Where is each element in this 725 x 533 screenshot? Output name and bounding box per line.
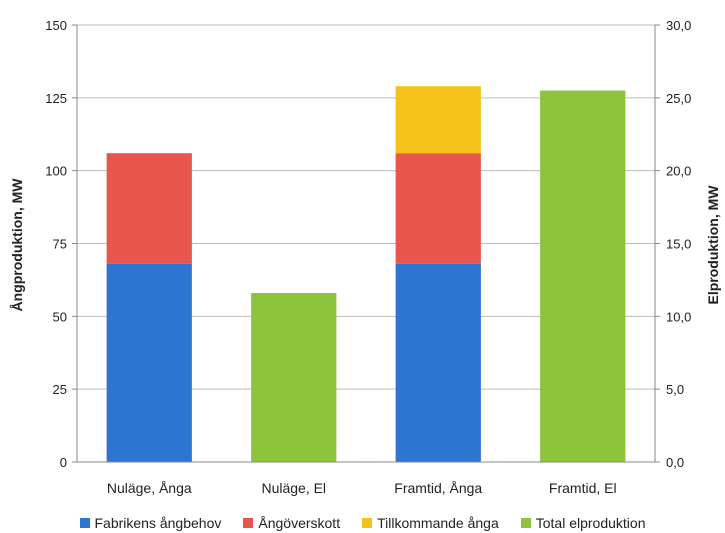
bar-segment [395, 153, 481, 264]
bar-segment [106, 153, 192, 264]
legend-item: Tillkommande ånga [362, 513, 499, 533]
bar-segment [395, 263, 481, 462]
right-tick-label: 30,0 [666, 18, 691, 33]
left-axis-title: Ångproduktion, MW [9, 178, 25, 312]
right-axis-title: Elproduktion, MW [705, 185, 721, 305]
legend-swatch [243, 518, 254, 528]
legend-label: Total elproduktion [535, 515, 646, 531]
left-tick-label: 125 [45, 91, 67, 106]
legend: Fabrikens ångbehov Ångöverskott Tillkomman… [0, 513, 725, 533]
legend-item: Ångöverskott [243, 513, 340, 533]
left-tick-label: 150 [45, 18, 67, 33]
left-tick-label: 0 [60, 455, 67, 470]
legend-label: Fabrikens ångbehov [94, 515, 222, 531]
left-tick-label: 75 [53, 237, 67, 252]
right-tick-label: 10,0 [666, 309, 691, 324]
right-tick-label: 15,0 [666, 237, 691, 252]
left-tick-label: 100 [45, 164, 67, 179]
left-tick-label: 25 [53, 382, 67, 397]
legend-swatch [362, 518, 373, 528]
legend-label: Ångöverskott [258, 515, 341, 531]
bar-segment [395, 86, 481, 154]
category-label: Nuläge, El [261, 480, 326, 496]
left-axis-ticks: 0 25 50 75 100 125 150 [45, 18, 77, 470]
category-label: Framtid, Ånga [394, 480, 482, 496]
chart: 0 25 50 75 100 125 150 0,0 5,0 10,0 15,0 20,0 25,0 3… [9, 18, 721, 496]
bars [106, 86, 626, 463]
category-labels: Nuläge, Ånga Nuläge, El Framtid, Ånga Framt… [107, 480, 617, 496]
bar-segment [106, 263, 192, 462]
right-axis-ticks: 0,0 5,0 10,0 15,0 20,0 25,0 30,0 [655, 18, 691, 470]
legend-item: Fabrikens ångbehov [79, 513, 222, 533]
left-tick-label: 50 [53, 309, 67, 324]
bar-segment [540, 90, 626, 463]
right-tick-label: 25,0 [666, 91, 691, 106]
bar-segment [251, 293, 337, 462]
right-tick-label: 20,0 [666, 164, 691, 179]
legend-label: Tillkommande ånga [377, 515, 499, 531]
legend-swatch [520, 518, 531, 528]
right-tick-label: 5,0 [666, 382, 684, 397]
legend-item: Total elproduktion [520, 513, 646, 533]
right-tick-label: 0,0 [666, 455, 684, 470]
category-label: Nuläge, Ånga [107, 480, 192, 496]
category-label: Framtid, El [549, 480, 617, 496]
legend-swatch [79, 518, 90, 528]
